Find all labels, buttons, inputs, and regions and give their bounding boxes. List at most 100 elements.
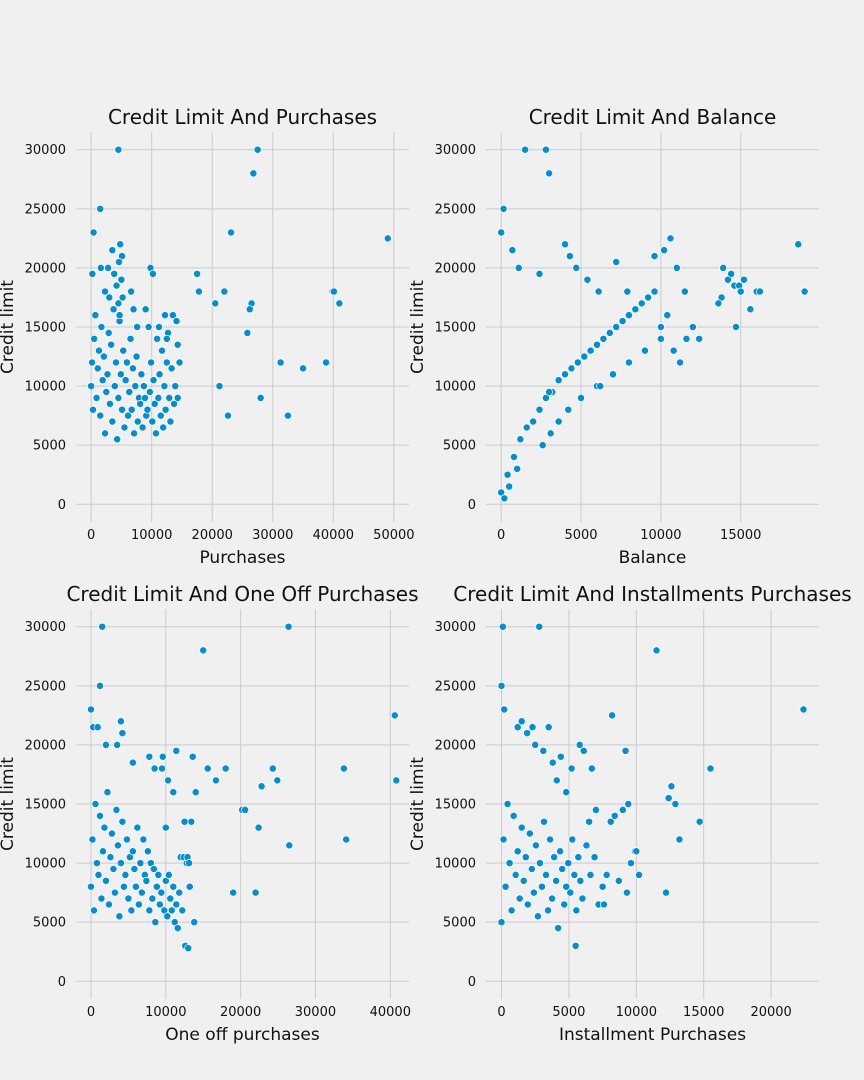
scatter-point — [662, 888, 670, 897]
scatter-point — [525, 829, 534, 838]
scatter-point — [578, 894, 587, 903]
scatter-point — [128, 847, 137, 856]
scatter-point — [118, 817, 127, 826]
x-tick-label: 40000 — [370, 1005, 411, 1020]
scatter-point — [93, 364, 102, 373]
scatter-point — [95, 681, 104, 690]
scatter-point — [497, 228, 506, 237]
y-tick-label: 30000 — [25, 620, 66, 635]
scatter-point — [564, 405, 573, 414]
scatter-point — [727, 269, 736, 278]
scatter-point — [187, 817, 196, 826]
scatter-point — [594, 287, 603, 296]
scatter-point — [501, 882, 510, 891]
scatter-point — [624, 311, 633, 320]
scatter-point — [585, 817, 594, 826]
y-tick-label: 30000 — [435, 620, 476, 635]
scatter-point — [158, 752, 167, 761]
scatter-point — [94, 870, 103, 879]
x-tick-label: 10000 — [131, 528, 172, 543]
scatter-point — [544, 906, 552, 915]
scatter-point — [515, 894, 524, 903]
scatter-point — [572, 263, 581, 272]
x-tick-label: 0 — [497, 1005, 505, 1020]
scatter-point — [130, 865, 139, 873]
scatter-point — [87, 882, 95, 891]
chart-credit-limit-purchases: 0 10000 20000 30000 40000 50000 0 5000 10000 1500… — [0, 105, 415, 568]
scatter-point — [590, 853, 599, 862]
scatter-point — [128, 364, 137, 373]
scatter-point — [650, 287, 659, 296]
scatter-point — [342, 835, 351, 844]
scatter-point — [521, 853, 530, 862]
scatter-point — [542, 870, 550, 879]
scatter-point — [251, 888, 260, 897]
scatter-point — [577, 393, 585, 402]
scatter-point — [97, 323, 106, 331]
scatter-point — [546, 429, 555, 438]
scatter-point — [561, 240, 570, 249]
scatter-point — [110, 269, 119, 278]
scatter-point — [535, 405, 544, 414]
scatter-point — [714, 299, 723, 308]
scatter-point — [145, 752, 154, 761]
scatter-point — [118, 729, 127, 738]
scatter-point — [329, 287, 338, 296]
tick-labels: 0 5000 10000 15000 0 5000 10000 15000 20000 25000… — [435, 143, 762, 543]
scatter-points — [497, 622, 808, 950]
y-tick-label: 10000 — [435, 857, 476, 872]
scatter-point — [669, 346, 678, 355]
scatter-point — [562, 882, 571, 891]
scatter-point — [220, 287, 229, 296]
scatter-point — [241, 805, 250, 814]
scatter-point — [130, 429, 139, 438]
scatter-point — [574, 853, 583, 862]
scatter-point — [572, 906, 581, 915]
scatter-point — [93, 723, 102, 732]
scatter-point — [554, 417, 563, 426]
scatter-point — [89, 228, 98, 237]
scatter-point — [519, 876, 528, 885]
scatter-point — [142, 876, 151, 885]
scatter-point — [136, 399, 145, 408]
scatter-point — [550, 853, 559, 862]
scatter-point — [541, 145, 550, 154]
scatter-point — [545, 169, 554, 178]
x-tick-label: 15000 — [683, 1005, 724, 1020]
scatter-point — [166, 894, 175, 903]
scatter-point — [137, 888, 146, 897]
scatter-point — [121, 870, 130, 879]
scatter-point — [109, 305, 118, 314]
scatter-point — [564, 859, 573, 868]
scatter-point — [116, 859, 125, 868]
scatter-point — [631, 305, 640, 314]
scatter-point — [147, 358, 156, 367]
scatter-point — [139, 382, 148, 391]
scatter-point — [119, 882, 128, 891]
scatter-point — [539, 746, 548, 755]
scatter-point — [523, 729, 532, 738]
y-axis-label: Credit limit — [408, 280, 428, 374]
scatter-point — [150, 764, 159, 773]
scatter-point — [221, 764, 230, 773]
scatter-point — [95, 811, 104, 820]
scatter-point — [96, 411, 105, 420]
y-tick-label: 0 — [468, 975, 476, 990]
scatter-point — [99, 352, 108, 361]
scatter-point — [656, 323, 665, 331]
y-axis-label: Credit limit — [0, 280, 18, 374]
x-tick-label: 10000 — [640, 528, 681, 543]
scatter-point — [104, 263, 113, 272]
scatter-point — [556, 847, 565, 856]
scatter-point — [672, 263, 681, 272]
x-tick-label: 40000 — [313, 528, 354, 543]
scatter-point — [593, 340, 601, 349]
y-tick-label: 25000 — [25, 679, 66, 694]
scatter-point — [138, 423, 147, 432]
scatter-point — [579, 746, 588, 755]
scatter-point — [229, 888, 238, 897]
chart-credit-limit-one-off-purchases: 0 10000 20000 30000 40000 0 5000 10000 15000 2000… — [0, 582, 419, 1045]
x-axis-label: Balance — [619, 548, 687, 568]
scatter-point — [245, 305, 254, 314]
scatter-point — [794, 240, 803, 249]
